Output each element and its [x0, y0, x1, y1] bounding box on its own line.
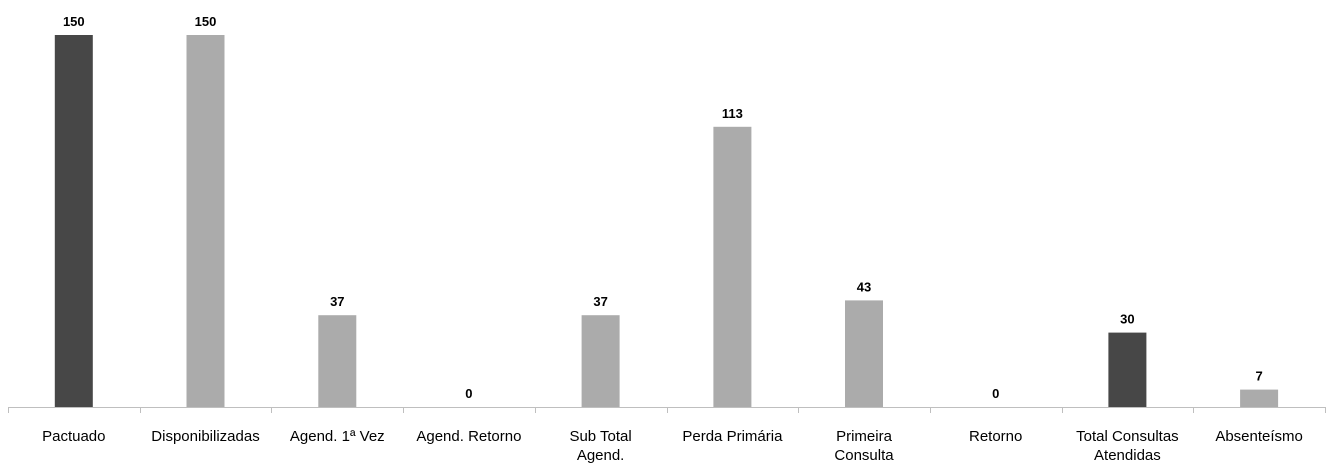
bar: [54, 35, 93, 407]
bar: [845, 300, 883, 407]
value-labels-group: 150 150 37 0 37 113 43 0 30 7: [63, 14, 1263, 401]
bar-value-label: 37: [330, 294, 344, 309]
category-label: Retorno: [969, 428, 1022, 445]
category-label: Pactuado: [42, 428, 105, 445]
category-label: Agend. Retorno: [416, 428, 521, 445]
bar-value-label: 150: [195, 14, 217, 29]
bar-value-label: 43: [857, 279, 871, 294]
category-label-line: Consulta: [834, 447, 894, 464]
bar: [713, 126, 752, 408]
category-label-line: Total Consultas: [1076, 428, 1179, 445]
category-label-line: Atendidas: [1094, 447, 1161, 464]
bar-value-label: 150: [63, 14, 85, 29]
category-label-line: Agend. 1ª Vez: [290, 428, 385, 445]
category-label-line: Pactuado: [42, 428, 105, 445]
category-labels-group: Pactuado Disponibilizadas Agend. 1ª Vez Age…: [42, 428, 1303, 464]
bar: [581, 315, 620, 407]
category-label-line: Sub Total: [569, 428, 631, 445]
bar-value-label: 0: [992, 386, 999, 401]
bar: [1240, 389, 1279, 407]
bars-group: [54, 35, 1279, 408]
x-axis: [8, 407, 1326, 413]
category-label-line: Agend.: [577, 447, 625, 464]
bar-value-label: 30: [1120, 312, 1134, 327]
category-label-line: Absenteísmo: [1215, 428, 1303, 445]
category-label: Agend. 1ª Vez: [290, 428, 385, 445]
bar: [1108, 332, 1147, 407]
bar-value-label: 37: [593, 294, 607, 309]
category-label: Total Consultas Atendidas: [1076, 428, 1179, 464]
category-label-line: Primeira: [836, 428, 892, 445]
category-label: Absenteísmo: [1215, 428, 1303, 445]
category-label: Perda Primária: [682, 428, 783, 445]
category-label-line: Perda Primária: [682, 428, 783, 445]
bar: [186, 35, 225, 407]
category-label: Sub Total Agend.: [569, 428, 631, 464]
category-label: Primeira Consulta: [834, 428, 894, 464]
category-label: Disponibilizadas: [151, 428, 259, 445]
bar-value-label: 7: [1255, 369, 1262, 384]
category-label-line: Retorno: [969, 428, 1022, 445]
category-label-line: Disponibilizadas: [151, 428, 259, 445]
bar: [318, 315, 357, 407]
bar-value-label: 0: [465, 386, 472, 401]
category-label-line: Agend. Retorno: [416, 428, 521, 445]
bar-value-label: 113: [722, 106, 743, 121]
